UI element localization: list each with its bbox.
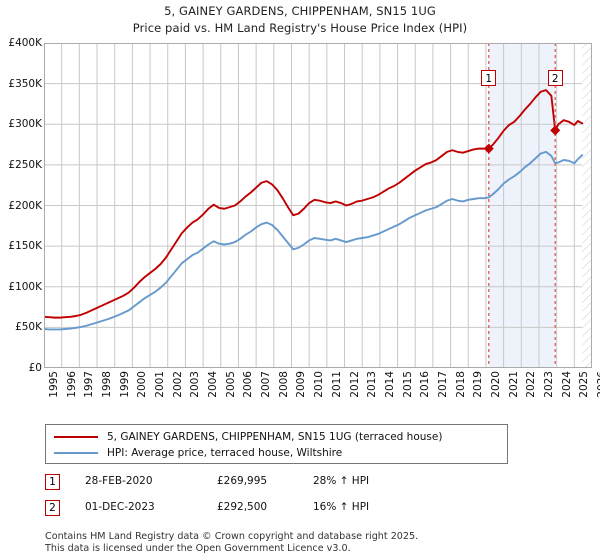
x-axis-tick-label: 2012 [348, 371, 361, 398]
x-axis-tick-label: 2021 [507, 371, 520, 398]
y-axis-tick-label: £400K [8, 37, 42, 49]
y-axis-tick-label: £300K [8, 118, 42, 131]
sale-hpi-delta-1: 28% ↑ HPI [313, 475, 370, 487]
sale-hpi-delta-2: 16% ↑ HPI [313, 501, 370, 513]
legend-swatch-hpi [54, 452, 98, 454]
x-axis-tick-label: 2024 [560, 371, 573, 398]
forecast-hatch-region [582, 43, 592, 368]
x-axis-tick-label: 2019 [472, 371, 485, 398]
x-axis-tick-label: 2004 [207, 371, 220, 398]
legend-item-hpi: HPI: Average price, terraced house, Wilt… [52, 445, 501, 461]
y-axis-tick-label: £200K [8, 199, 42, 212]
legend-label-hpi: HPI: Average price, terraced house, Wilt… [107, 447, 343, 459]
legend-swatch-price-paid [54, 436, 98, 438]
chart-series [44, 89, 584, 331]
title-subtitle: Price paid vs. HM Land Registry's House … [132, 21, 468, 35]
sale-marker-points [483, 125, 561, 154]
y-axis: £0 £50K £100K £150K £200K £250K £300K £350K £400… [0, 37, 42, 374]
x-axis-tick-label: 2001 [154, 371, 167, 398]
x-axis-tick-label: 2003 [189, 371, 202, 398]
x-axis-tick-label: 2006 [242, 371, 255, 398]
sale-date-1: 28-FEB-2020 [85, 475, 153, 487]
x-axis-tick-label: 2011 [330, 371, 343, 398]
title-address: 5, GAINEY GARDENS, CHIPPENHAM, SN15 1UG [164, 4, 436, 18]
x-axis-tick-label: 2014 [383, 371, 396, 398]
sale-date-2: 01-DEC-2023 [85, 501, 155, 513]
x-axis-tick-label: 2016 [419, 371, 432, 398]
y-axis-tick-label: £150K [8, 240, 42, 253]
y-axis-tick-label: £50K [15, 321, 42, 334]
footer-line-licence: This data is licensed under the Open Gov… [45, 542, 351, 554]
table-row[interactable]: 2 01-DEC-2023 £292,500 16% ↑ HPI [45, 498, 515, 524]
footer-line-copyright: Contains HM Land Registry data © Crown c… [45, 531, 419, 542]
x-axis-tick-label: 2010 [313, 371, 326, 398]
x-axis-tick-label: 1997 [83, 371, 96, 398]
x-axis-tick-label: 2017 [436, 371, 449, 398]
x-axis-tick-label: 1996 [65, 371, 78, 398]
y-axis-tick-label: £0 [28, 362, 42, 374]
sale-index-1: 1 [45, 474, 60, 490]
y-axis-tick-label: £100K [8, 280, 42, 293]
x-axis-tick-label: 2013 [366, 371, 379, 398]
legend-item-price-paid: 5, GAINEY GARDENS, CHIPPENHAM, SN15 1UG … [52, 429, 501, 445]
chart-marker-box-1[interactable]: 1 [481, 70, 497, 86]
sale-price-1: £269,995 [217, 475, 268, 487]
sales-table: 1 28-FEB-2020 £269,995 28% ↑ HPI 2 01-DE… [45, 472, 515, 524]
chart-gridlines [44, 43, 592, 368]
x-axis-tick-label: 2002 [171, 371, 184, 398]
footer-attribution: Contains HM Land Registry data © Crown c… [45, 531, 585, 554]
x-axis: 1995 1996 1997 1998 1999 2000 2001 2002 2003 2004… [44, 368, 600, 412]
x-axis-tick-label: 2026 [596, 371, 600, 398]
x-axis-tick-label: 1999 [118, 371, 131, 398]
y-axis-tick-label: £250K [8, 158, 42, 171]
x-axis-tick-label: 2015 [401, 371, 414, 398]
x-axis-tick-label: 2007 [260, 371, 273, 398]
page-title: 5, GAINEY GARDENS, CHIPPENHAM, SN15 1UG … [0, 3, 600, 37]
x-axis-tick-label: 2005 [224, 371, 237, 398]
x-axis-tick-label: 2000 [136, 371, 149, 398]
sale-index-2: 2 [45, 500, 60, 516]
y-axis-tick-label: £350K [8, 77, 42, 90]
x-axis-tick-label: 2022 [525, 371, 538, 398]
sale-price-2: £292,500 [217, 501, 268, 513]
chart-marker-box-2[interactable]: 2 [547, 70, 563, 86]
x-axis-tick-label: 1995 [48, 371, 60, 398]
x-axis-tick-label: 2008 [277, 371, 290, 398]
x-axis-tick-label: 2018 [454, 371, 467, 398]
x-axis-tick-label: 2025 [578, 371, 591, 398]
x-axis-tick-label: 2020 [489, 371, 502, 398]
table-row[interactable]: 1 28-FEB-2020 £269,995 28% ↑ HPI [45, 472, 515, 498]
chart-plot-area: 1 2 [44, 43, 592, 368]
sale-marker-lines [488, 43, 556, 368]
x-axis-tick-label: 2009 [295, 371, 308, 398]
chart-legend: 5, GAINEY GARDENS, CHIPPENHAM, SN15 1UG … [45, 424, 508, 464]
legend-label-price-paid: 5, GAINEY GARDENS, CHIPPENHAM, SN15 1UG … [107, 431, 443, 443]
chart-svg [44, 43, 592, 368]
x-axis-tick-label: 2023 [542, 371, 555, 398]
x-axis-tick-label: 1998 [101, 371, 114, 398]
